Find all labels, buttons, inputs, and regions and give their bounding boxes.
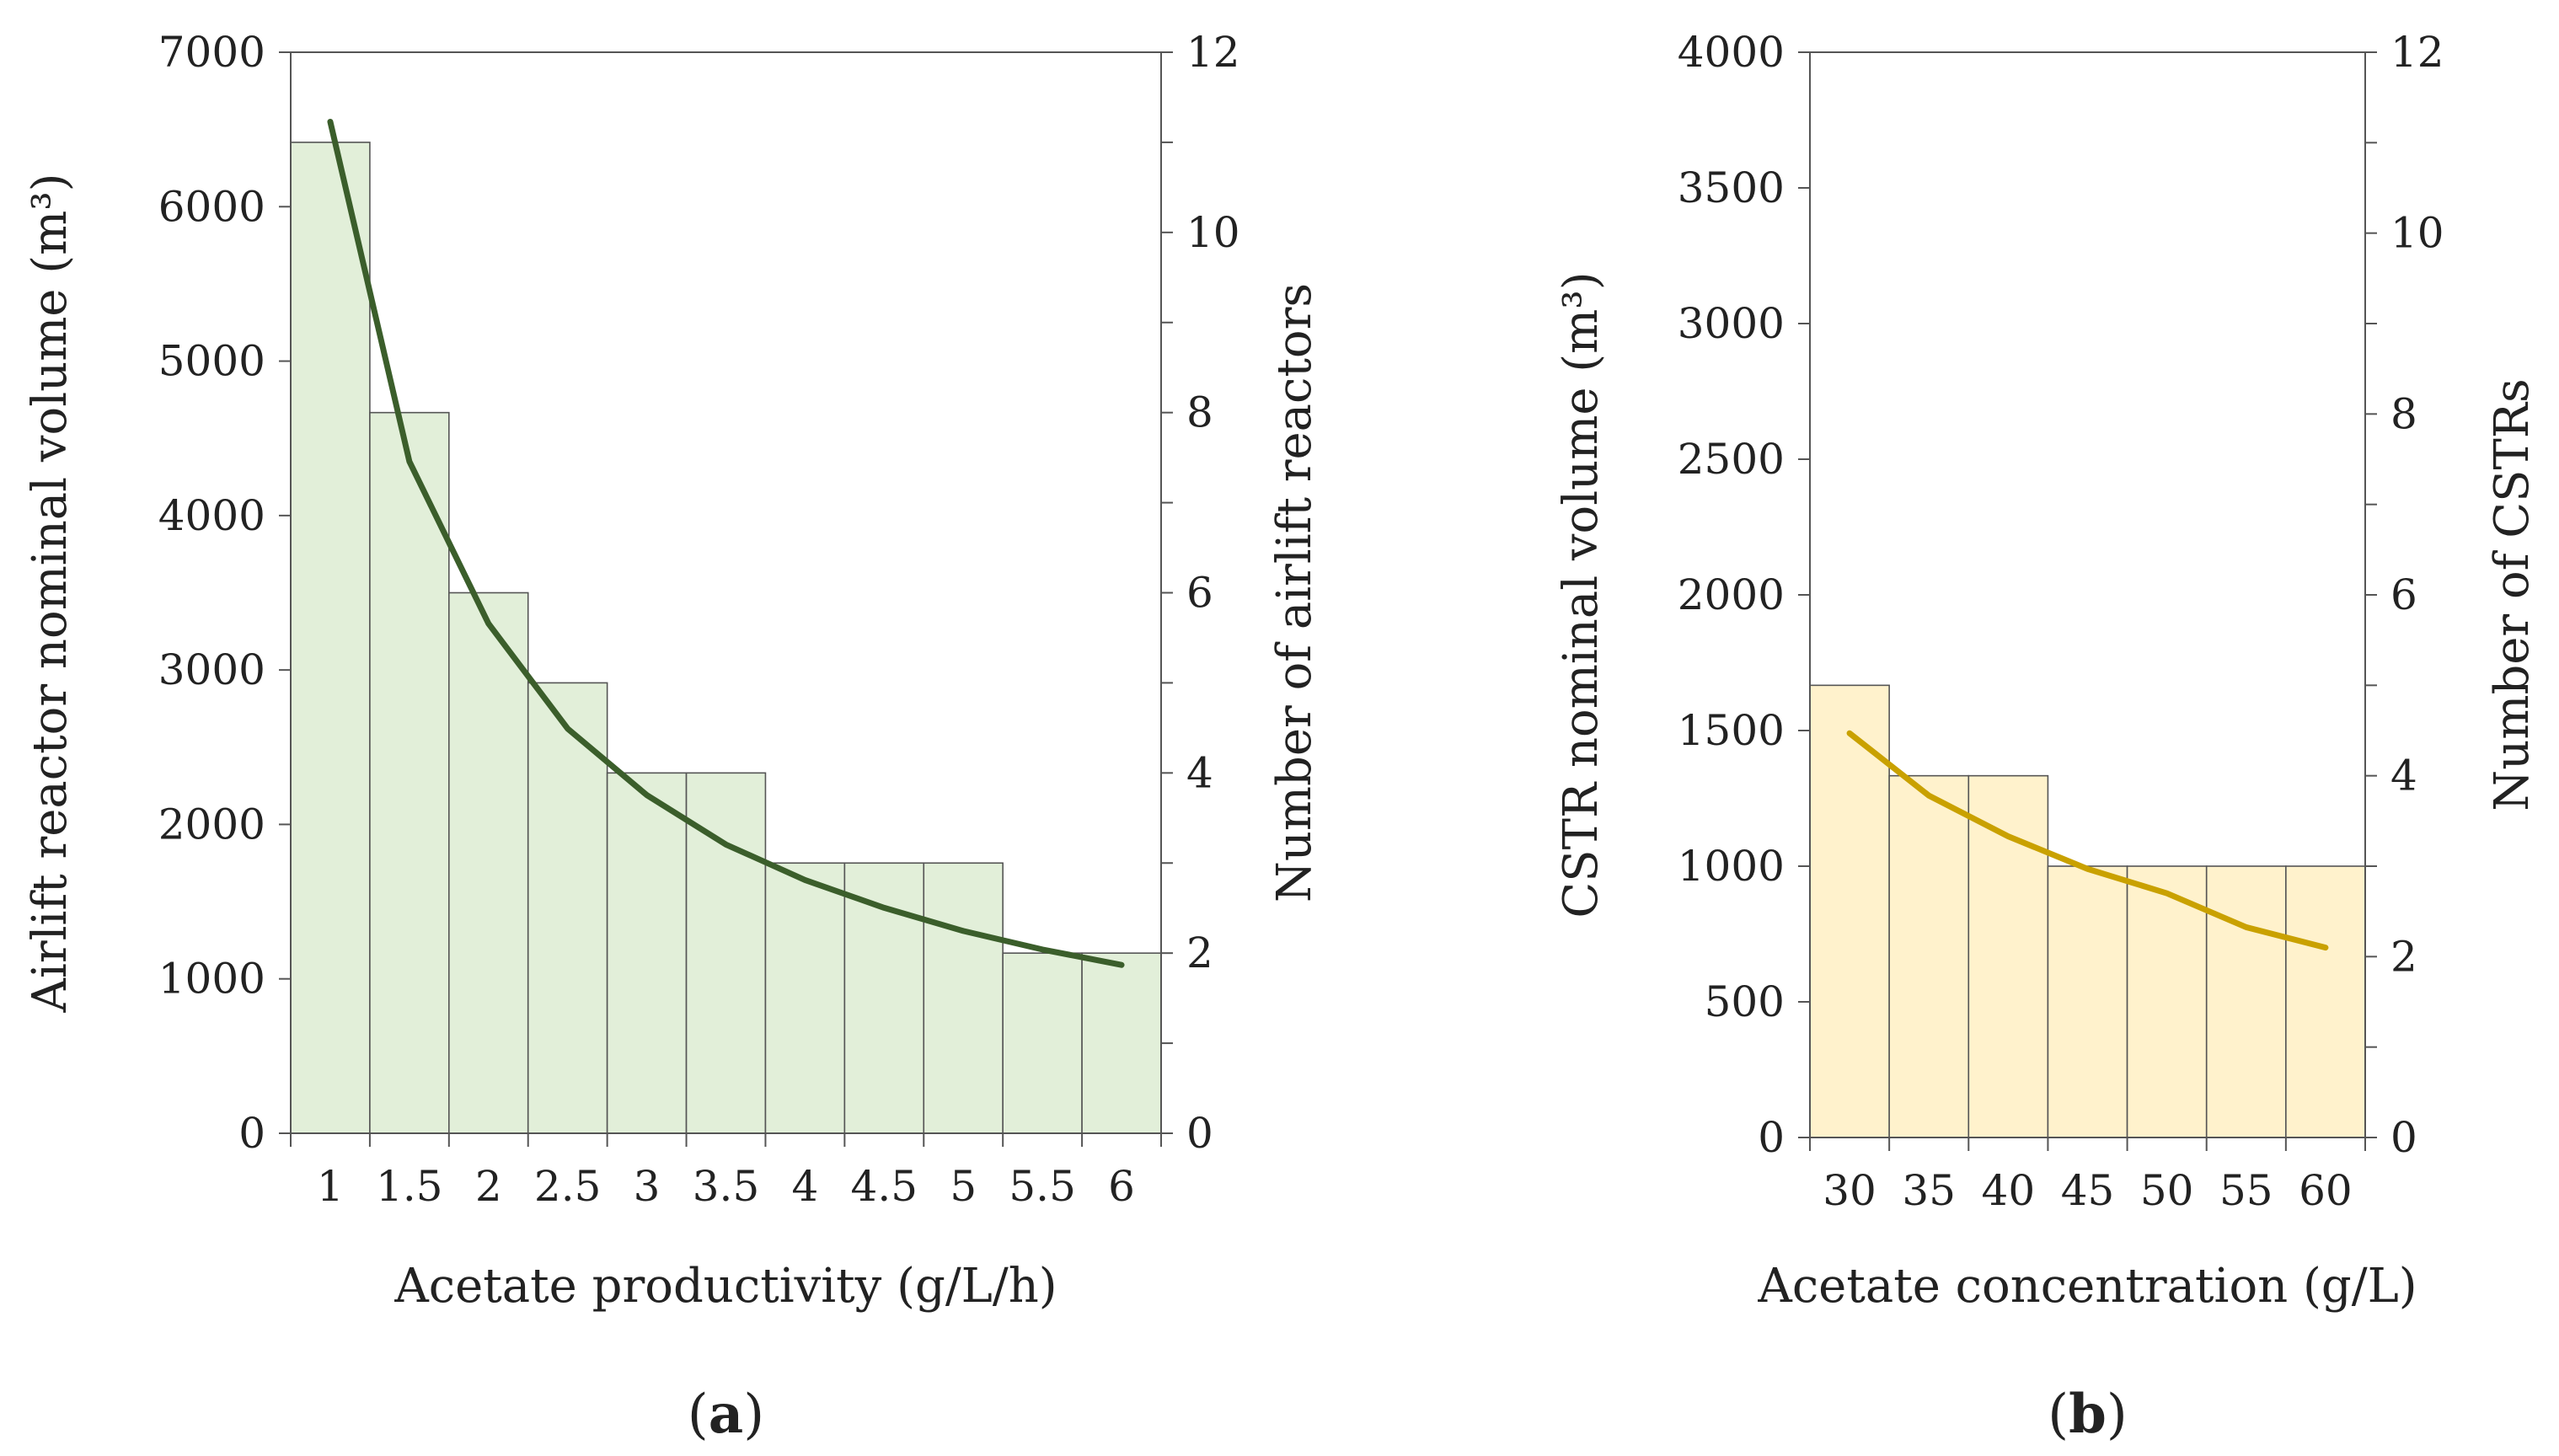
x-axis-title: Acetate concentration (g/L) xyxy=(1757,1259,2417,1314)
y-tick-label: 1000 xyxy=(1678,842,1785,891)
bar-5.5 xyxy=(1002,952,1083,1134)
bar-50 xyxy=(2126,865,2208,1138)
bar-1.5 xyxy=(369,411,450,1134)
bar-60 xyxy=(2285,865,2366,1138)
x-tick-label: 55 xyxy=(2219,1166,2273,1215)
x-tick-label: 50 xyxy=(2140,1166,2194,1215)
x-tick-label: 3 xyxy=(634,1162,661,1211)
y-tick-label: 2500 xyxy=(1678,435,1785,484)
y2-axis-title: Number of airlift reactors xyxy=(1267,283,1322,902)
y-tick-label: 4000 xyxy=(1678,28,1785,77)
y2-tick-label: 10 xyxy=(2390,209,2444,258)
bar-2.5 xyxy=(527,682,608,1134)
y2-tick-label: 8 xyxy=(2390,389,2417,438)
x-tick-label: 5.5 xyxy=(1009,1162,1076,1211)
y2-tick-label: 12 xyxy=(1186,28,1240,77)
y2-tick-label: 6 xyxy=(1186,569,1213,618)
bar-55 xyxy=(2205,865,2287,1138)
panel-label: (a) xyxy=(688,1383,764,1446)
x-tick-label: 6 xyxy=(1108,1162,1135,1211)
x-tick-label: 40 xyxy=(1982,1166,2036,1215)
bar-5 xyxy=(923,862,1004,1134)
y-tick-label: 1000 xyxy=(158,955,265,1004)
bar-2 xyxy=(448,592,529,1134)
line-series xyxy=(1846,730,2329,951)
y-tick-label: 5000 xyxy=(158,337,265,386)
x-tick-label: 5 xyxy=(950,1162,977,1211)
bar-3.5 xyxy=(685,772,767,1134)
x-tick-label: 1.5 xyxy=(376,1162,443,1211)
line-series xyxy=(327,118,1125,968)
chart-panel-a: 0 1000 2000 3000 4000 5000 6000 7000 0 2 4 6 8 10 12 1 1… xyxy=(23,28,1322,1446)
y2-axis-title: Number of CSTRs xyxy=(2485,378,2540,811)
y-tick-label: 2000 xyxy=(1678,570,1785,619)
bar-3 xyxy=(606,772,688,1134)
y-tick-label: 0 xyxy=(1758,1113,1785,1162)
x-tick-label: 4 xyxy=(792,1162,819,1211)
chart-panel-b: 0 500 1000 1500 2000 2500 3000 3500 4000 0 2 4 6 8 10 1… xyxy=(1554,28,2540,1446)
x-tick-label: 3.5 xyxy=(693,1162,760,1211)
x-axis-title: Acetate productivity (g/L/h) xyxy=(393,1259,1057,1314)
bar-30 xyxy=(1809,684,1890,1138)
bar-1 xyxy=(290,142,371,1134)
bar-4 xyxy=(764,862,846,1134)
bar-45 xyxy=(2047,865,2128,1138)
bar-6 xyxy=(1081,952,1162,1134)
y2-tick-label: 0 xyxy=(1186,1109,1213,1158)
y2-tick-label: 4 xyxy=(2390,752,2417,800)
y-tick-label: 6000 xyxy=(158,182,265,231)
x-tick-label: 60 xyxy=(2299,1166,2353,1215)
x-tick-label: 30 xyxy=(1823,1166,1876,1215)
y-tick-label: 3500 xyxy=(1678,163,1785,212)
y2-tick-label: 10 xyxy=(1186,208,1240,257)
x-tick-label: 45 xyxy=(2061,1166,2115,1215)
x-tick-label: 35 xyxy=(1902,1166,1956,1215)
panel-label: (b) xyxy=(2048,1383,2128,1446)
y2-tick-label: 2 xyxy=(2390,932,2417,981)
y2-tick-label: 6 xyxy=(2390,570,2417,619)
x-tick-label: 2.5 xyxy=(534,1162,602,1211)
bar-4.5 xyxy=(843,862,925,1134)
x-tick-label: 4.5 xyxy=(851,1162,918,1211)
y-tick-label: 7000 xyxy=(158,28,265,77)
y2-tick-label: 0 xyxy=(2390,1113,2417,1162)
bar-35 xyxy=(1888,774,1970,1138)
y2-tick-label: 2 xyxy=(1186,929,1213,977)
x-tick-label: 1 xyxy=(317,1162,344,1211)
y2-tick-label: 12 xyxy=(2390,28,2444,77)
y-tick-label: 2000 xyxy=(158,800,265,848)
y-tick-label: 3000 xyxy=(1678,299,1785,348)
y-tick-label: 3000 xyxy=(158,645,265,694)
y-axis-title: CSTR nominal volume (m³) xyxy=(1554,271,1609,918)
y-tick-label: 4000 xyxy=(158,491,265,540)
y-tick-label: 1500 xyxy=(1678,706,1785,755)
y2-tick-label: 8 xyxy=(1186,388,1213,437)
y-axis-title: Airlift reactor nominal volume (m³) xyxy=(23,174,78,1014)
bar-40 xyxy=(1967,774,2049,1138)
y-tick-label: 500 xyxy=(1705,977,1785,1026)
x-tick-label: 2 xyxy=(475,1162,502,1211)
y2-tick-label: 4 xyxy=(1186,748,1213,797)
y-tick-label: 0 xyxy=(238,1109,265,1158)
